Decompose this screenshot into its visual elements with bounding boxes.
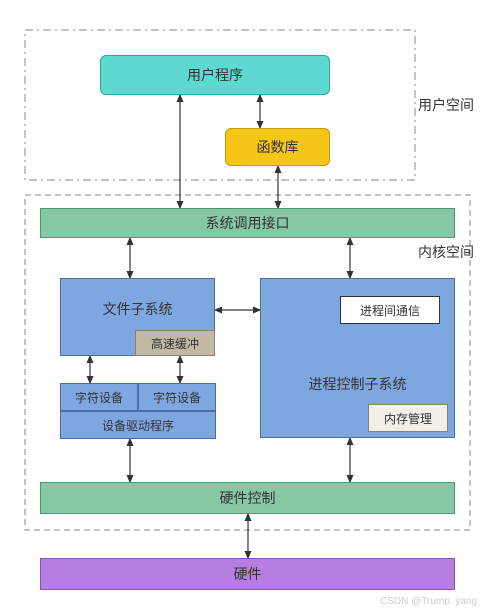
- dev-driver: 设备驱动程序: [60, 411, 216, 439]
- char-dev-1: 字符设备: [60, 383, 138, 411]
- mem-mgmt: 内存管理: [368, 404, 448, 432]
- cache: 高速缓冲: [135, 330, 215, 356]
- user-space-region: [25, 30, 415, 180]
- watermark: CSDN @Trump. yang: [380, 596, 477, 607]
- kernel-space-label: 内核空间: [418, 242, 474, 262]
- hw: 硬件: [40, 558, 455, 590]
- func-lib: 函数库: [225, 128, 330, 166]
- syscall-if: 系统调用接口: [40, 208, 455, 238]
- diagram-stage: 用户程序函数库系统调用接口文件子系统高速缓冲字符设备字符设备设备驱动程序进程控制…: [0, 0, 500, 608]
- char-dev-2: 字符设备: [138, 383, 216, 411]
- user-program: 用户程序: [100, 55, 330, 95]
- hw-ctrl: 硬件控制: [40, 482, 455, 514]
- ipc: 进程间通信: [340, 296, 440, 324]
- user-space-label: 用户空间: [418, 95, 474, 115]
